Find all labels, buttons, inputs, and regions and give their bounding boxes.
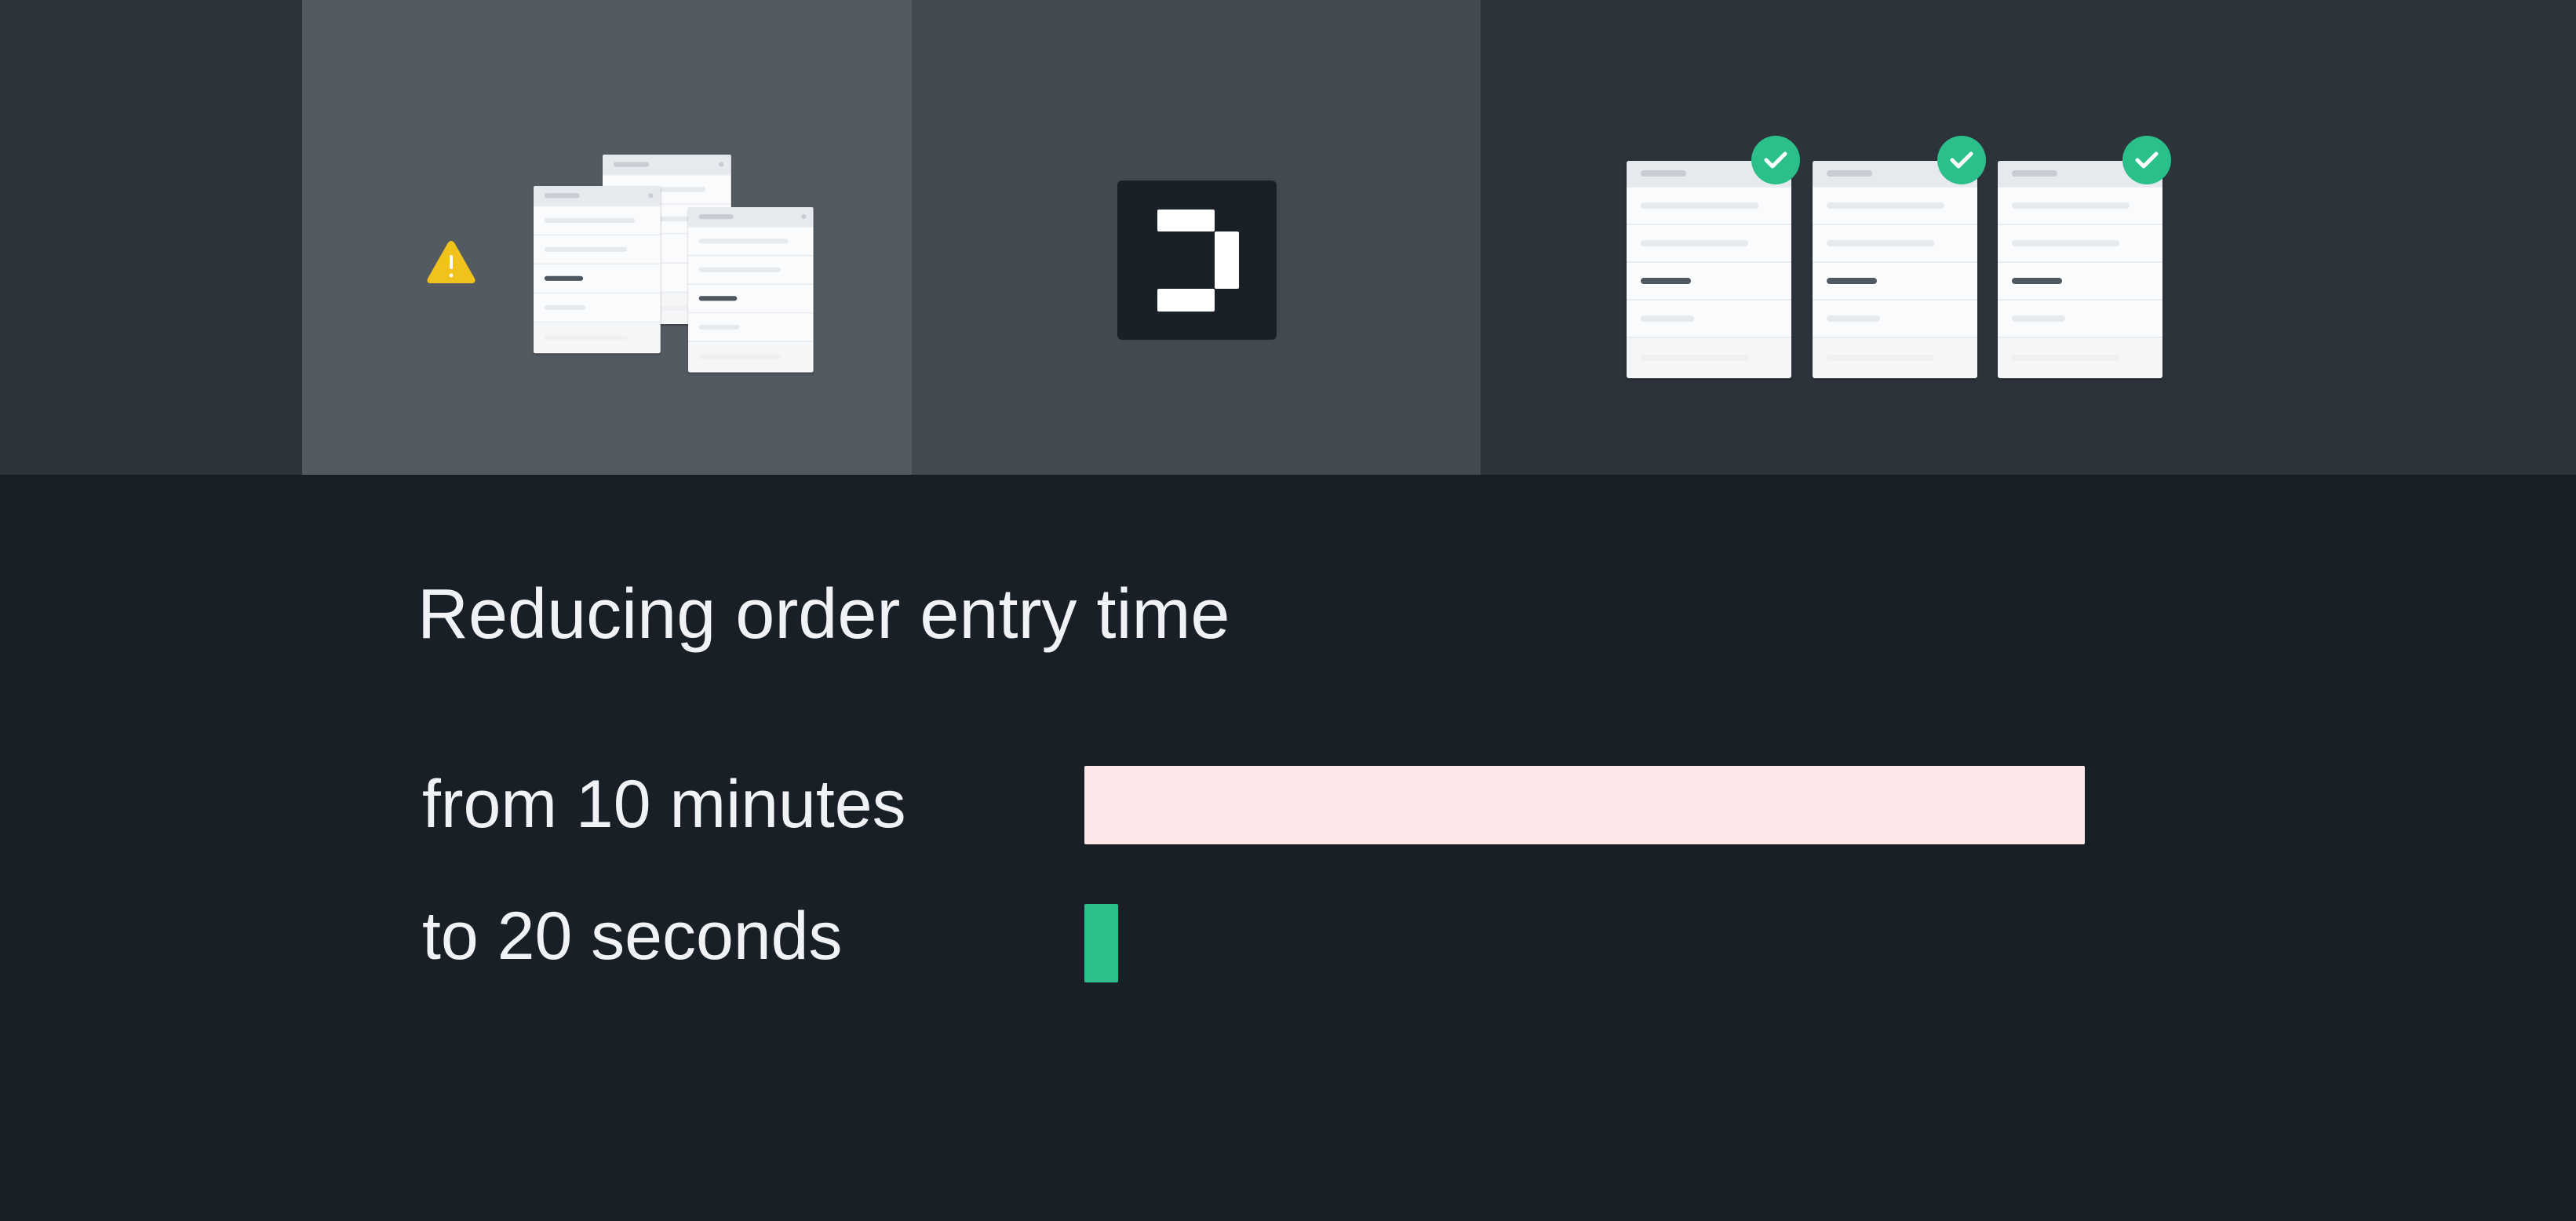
form-card [688, 207, 814, 373]
warning-triangle-icon [427, 241, 475, 283]
hero-panel-left-edge [0, 0, 302, 475]
comparison-label-before: from 10 minutes [422, 767, 906, 842]
check-circle-icon [1937, 136, 1986, 184]
form-card [1813, 161, 1977, 378]
form-card [1627, 161, 1791, 378]
comparison-label-after: to 20 seconds [422, 898, 843, 974]
comparison-bar-before [1084, 766, 2085, 844]
check-circle-icon [2122, 136, 2171, 184]
hero-panel-after [1481, 0, 2576, 475]
comparison-bar-after [1084, 904, 1118, 982]
hero-panel-logo [912, 0, 1481, 475]
form-card [534, 186, 661, 354]
check-circle-icon [1751, 136, 1800, 184]
form-card [1998, 161, 2162, 378]
page-title: Reducing order entry time [417, 575, 1230, 654]
hero-panel-before [302, 0, 912, 475]
bracket-logo-icon [1117, 180, 1277, 340]
